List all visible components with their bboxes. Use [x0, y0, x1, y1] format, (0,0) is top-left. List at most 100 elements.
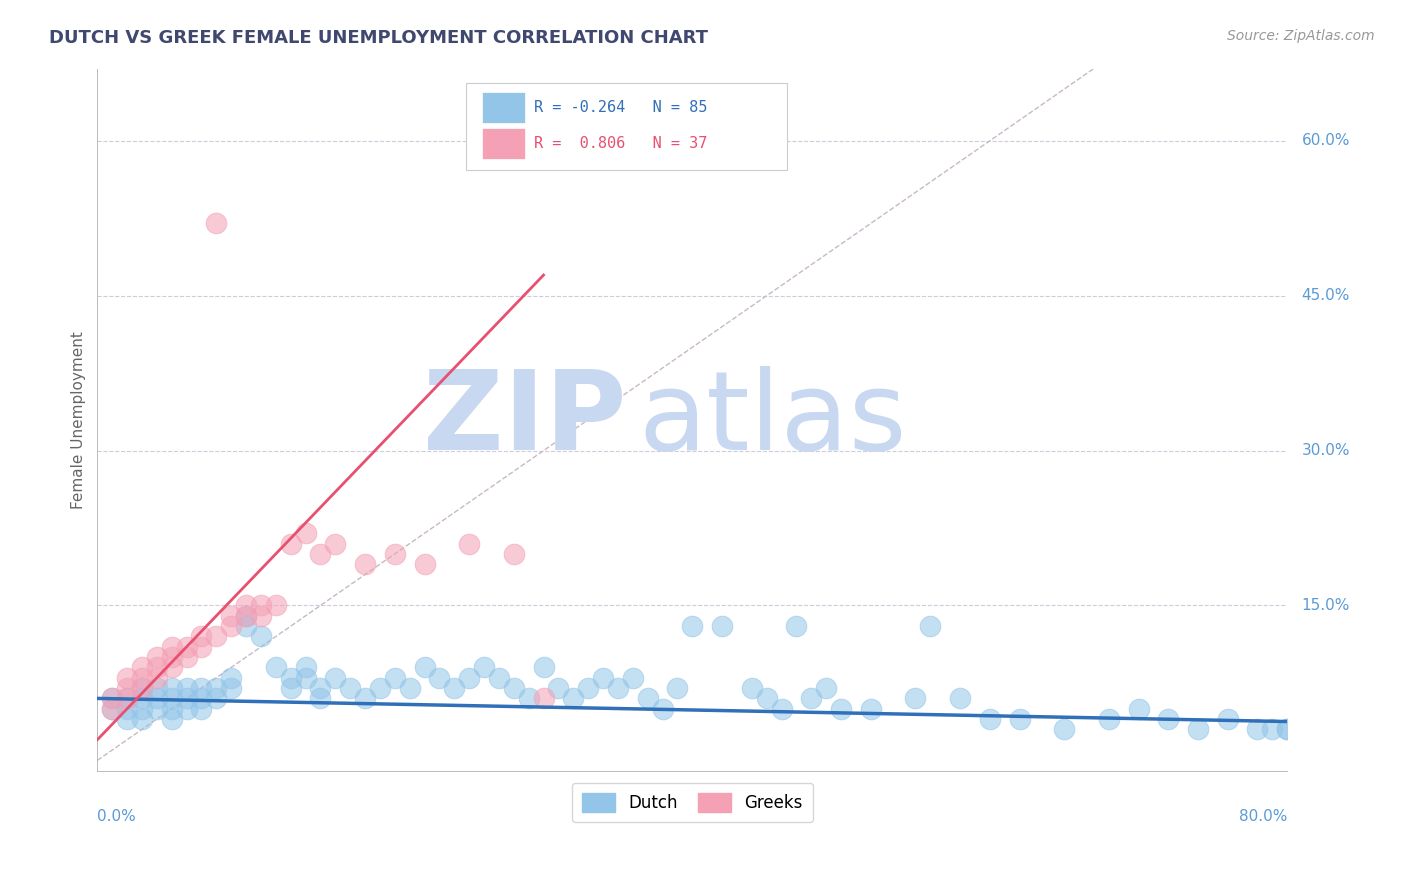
Dutch [1246, 723, 1268, 737]
Greeks [115, 691, 138, 706]
Greeks [219, 619, 242, 633]
Dutch [1216, 712, 1239, 726]
Dutch [533, 660, 555, 674]
Dutch [1277, 723, 1299, 737]
Text: 80.0%: 80.0% [1239, 809, 1288, 824]
Dutch [309, 691, 332, 706]
Dutch [711, 619, 734, 633]
Dutch [384, 671, 406, 685]
Dutch [815, 681, 838, 695]
Dutch [294, 671, 316, 685]
Dutch [131, 681, 153, 695]
Dutch [1157, 712, 1180, 726]
Dutch [592, 671, 614, 685]
Text: ZIP: ZIP [423, 366, 627, 473]
Dutch [176, 702, 198, 716]
Greeks [205, 216, 228, 230]
Greeks [131, 671, 153, 685]
Dutch [785, 619, 807, 633]
Dutch [429, 671, 451, 685]
Greeks [205, 630, 228, 644]
Text: R =  0.806   N = 37: R = 0.806 N = 37 [534, 136, 707, 151]
Greeks [176, 650, 198, 665]
Greeks [533, 691, 555, 706]
Dutch [576, 681, 599, 695]
Dutch [755, 691, 778, 706]
Greeks [131, 681, 153, 695]
Greeks [323, 536, 346, 550]
Greeks [354, 557, 377, 571]
Dutch [1261, 723, 1284, 737]
Dutch [160, 712, 183, 726]
Dutch [101, 691, 124, 706]
Greeks [250, 599, 273, 613]
Greeks [219, 608, 242, 623]
Greeks [131, 660, 153, 674]
FancyBboxPatch shape [467, 83, 787, 170]
Dutch [488, 671, 510, 685]
Greeks [384, 547, 406, 561]
Greeks [502, 547, 524, 561]
Dutch [1187, 723, 1209, 737]
Dutch [472, 660, 495, 674]
Greeks [146, 650, 169, 665]
Text: DUTCH VS GREEK FEMALE UNEMPLOYMENT CORRELATION CHART: DUTCH VS GREEK FEMALE UNEMPLOYMENT CORRE… [49, 29, 709, 46]
Greeks [101, 691, 124, 706]
Dutch [830, 702, 852, 716]
Dutch [413, 660, 436, 674]
Dutch [115, 691, 138, 706]
Greeks [101, 702, 124, 716]
Dutch [160, 702, 183, 716]
Dutch [235, 608, 257, 623]
Dutch [517, 691, 540, 706]
Dutch [160, 691, 183, 706]
Text: 60.0%: 60.0% [1302, 133, 1350, 148]
Dutch [681, 619, 703, 633]
Dutch [235, 619, 257, 633]
Greeks [264, 599, 287, 613]
Text: R = -0.264   N = 85: R = -0.264 N = 85 [534, 100, 707, 115]
Greeks [294, 526, 316, 541]
Dutch [280, 671, 302, 685]
Y-axis label: Female Unemployment: Female Unemployment [72, 331, 86, 508]
Dutch [146, 691, 169, 706]
Dutch [651, 702, 673, 716]
Dutch [368, 681, 391, 695]
Dutch [205, 691, 228, 706]
Greeks [176, 640, 198, 654]
Dutch [190, 691, 212, 706]
Text: atlas: atlas [638, 366, 907, 473]
Dutch [398, 681, 420, 695]
Greeks [160, 660, 183, 674]
Dutch [859, 702, 882, 716]
Greeks [160, 650, 183, 665]
Dutch [1053, 723, 1076, 737]
Greeks [235, 599, 257, 613]
Greeks [190, 640, 212, 654]
Dutch [443, 681, 465, 695]
Dutch [1008, 712, 1031, 726]
Dutch [1128, 702, 1150, 716]
Dutch [666, 681, 689, 695]
Dutch [131, 712, 153, 726]
Dutch [606, 681, 628, 695]
Dutch [547, 681, 569, 695]
Greeks [115, 681, 138, 695]
Greeks [146, 671, 169, 685]
Dutch [146, 681, 169, 695]
Dutch [309, 681, 332, 695]
Dutch [1277, 723, 1299, 737]
Dutch [131, 691, 153, 706]
Dutch [160, 681, 183, 695]
Dutch [219, 681, 242, 695]
Dutch [458, 671, 481, 685]
Greeks [280, 536, 302, 550]
Greeks [309, 547, 332, 561]
Greeks [250, 608, 273, 623]
Dutch [219, 671, 242, 685]
FancyBboxPatch shape [482, 128, 524, 159]
Dutch [339, 681, 361, 695]
Dutch [250, 630, 273, 644]
Dutch [949, 691, 972, 706]
Dutch [800, 691, 823, 706]
